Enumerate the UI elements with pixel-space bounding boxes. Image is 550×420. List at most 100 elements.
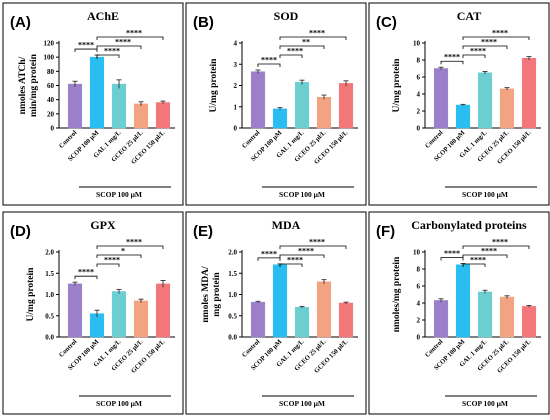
significance-label: **** xyxy=(481,38,497,47)
significance-label: **** xyxy=(104,256,120,265)
y-tick-label: 0.5 xyxy=(228,312,237,320)
significance-bracket xyxy=(462,245,530,249)
chart-title: Carbonylated proteins xyxy=(411,218,527,232)
bar xyxy=(477,291,493,338)
chart-title: CAT xyxy=(457,9,481,23)
y-tick-label: 1.5 xyxy=(228,270,237,278)
y-tick-label: 1.0 xyxy=(45,291,54,299)
y-tick-label: 8 xyxy=(417,57,421,65)
bar xyxy=(433,68,449,129)
y-tick-label: 2 xyxy=(417,108,421,116)
y-tick-label: 2.0 xyxy=(45,249,54,257)
group-label: SCOP 100 μM xyxy=(279,399,325,408)
bar xyxy=(433,300,449,338)
panel-frame xyxy=(185,2,367,206)
group-label: SCOP 100 μM xyxy=(96,399,142,408)
bar xyxy=(338,302,354,338)
significance-bracket xyxy=(96,54,120,58)
chart-title: GPX xyxy=(90,218,116,232)
y-tick-label: 0.0 xyxy=(228,334,237,342)
bar xyxy=(250,301,266,338)
significance-label: **** xyxy=(492,238,508,247)
y-tick-label: 10 xyxy=(413,249,421,257)
significance-bracket xyxy=(440,257,464,261)
significance-label: **** xyxy=(115,38,131,47)
panel-letter: (D) xyxy=(10,223,31,240)
bar xyxy=(499,296,515,338)
significance-label: **** xyxy=(287,47,303,56)
group-label: SCOP 100 μM xyxy=(462,190,508,199)
significance-bracket xyxy=(462,45,508,49)
bar xyxy=(316,96,332,129)
y-axis-label: U/mg protein xyxy=(392,58,402,113)
bar xyxy=(67,83,83,129)
panel-letter: (F) xyxy=(376,223,395,240)
chart-title: MDA xyxy=(272,218,301,232)
bar xyxy=(250,71,266,129)
significance-label: **** xyxy=(126,238,142,247)
significance-bracket xyxy=(96,245,164,249)
y-axis-label: U/mg protein xyxy=(26,267,36,322)
significance-label: **** xyxy=(309,29,325,38)
significance-bracket xyxy=(279,245,347,249)
y-tick-label: 8 xyxy=(417,266,421,274)
x-tick-label: Control xyxy=(424,338,445,359)
y-tick-label: 0 xyxy=(417,334,421,342)
x-tick-label: Control xyxy=(241,129,262,150)
significance-bracket xyxy=(96,254,142,258)
significance-bracket xyxy=(96,45,142,49)
significance-bracket xyxy=(74,48,98,53)
bar xyxy=(89,56,105,129)
bar xyxy=(67,283,83,338)
bar xyxy=(111,83,127,129)
y-tick-label: 100 xyxy=(44,54,55,62)
chart-panel-4: (D) GPX U/mg protein 0.0 0.5 1.0 1.5 2.0 Control… xyxy=(2,211,184,415)
panel-frame xyxy=(2,211,184,415)
chart-panel-1: (A) AChE nmoles ATCh/min/mg protein 0 20 40 60… xyxy=(2,2,184,206)
bar xyxy=(89,313,105,338)
bar xyxy=(155,283,171,338)
chart-title: SOD xyxy=(274,9,299,23)
significance-bracket xyxy=(96,263,120,267)
significance-label: **** xyxy=(481,247,497,256)
y-tick-label: 6 xyxy=(417,283,421,291)
significance-label: **** xyxy=(104,47,120,56)
significance-label: **** xyxy=(492,29,508,38)
y-axis-label: min/mg protein xyxy=(29,53,39,117)
group-label: SCOP 100 μM xyxy=(279,190,325,199)
y-tick-label: 1 xyxy=(234,103,238,111)
y-tick-label: 0.5 xyxy=(45,312,54,320)
x-tick-label: Control xyxy=(58,129,79,150)
y-tick-label: 3 xyxy=(234,61,238,69)
bar xyxy=(133,300,149,338)
significance-label: **** xyxy=(470,256,486,265)
significance-bracket xyxy=(279,45,325,49)
panel-letter: (B) xyxy=(193,14,214,31)
bar xyxy=(499,88,515,129)
y-tick-label: 20 xyxy=(47,110,55,118)
significance-label: **** xyxy=(261,55,277,64)
y-tick-label: 1.0 xyxy=(228,291,237,299)
bar xyxy=(521,306,537,338)
y-tick-label: 2.0 xyxy=(228,249,237,257)
bar xyxy=(155,102,171,129)
panel-letter: (E) xyxy=(193,223,213,240)
significance-bracket xyxy=(74,275,98,280)
significance-label: **** xyxy=(78,41,94,50)
significance-label: **** xyxy=(126,29,142,38)
chart-panel-6: (F) Carbonylated proteins nmoles/mg protei… xyxy=(368,211,550,415)
significance-label: **** xyxy=(444,53,460,62)
y-tick-label: 4 xyxy=(417,91,421,99)
y-tick-label: 120 xyxy=(44,40,55,48)
significance-bracket xyxy=(279,36,347,40)
significance-label: **** xyxy=(287,256,303,265)
y-axis-label: nmoles ATCh/ xyxy=(18,56,28,114)
bar xyxy=(133,103,149,129)
y-axis-label: nmoles/mg protein xyxy=(392,256,402,332)
y-tick-label: 6 xyxy=(417,74,421,82)
chart-panel-3: (C) CAT U/mg protein 0 2 4 6 8 10 Control SCOP 100… xyxy=(368,2,550,206)
bar xyxy=(455,264,471,338)
bar xyxy=(111,291,127,338)
panel-frame xyxy=(2,2,184,206)
bar xyxy=(294,82,310,129)
